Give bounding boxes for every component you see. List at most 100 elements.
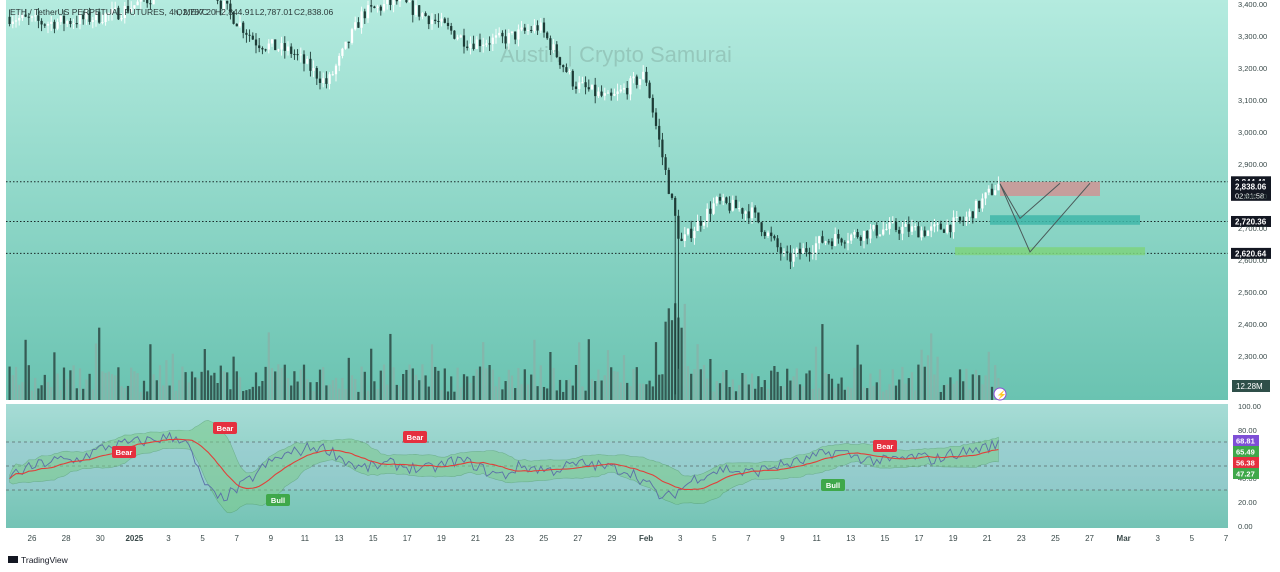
level-label: 2,620.64	[1235, 249, 1267, 258]
candle-body	[344, 41, 347, 49]
volume-bar	[344, 388, 347, 400]
volume-bar	[421, 364, 424, 400]
volume-bar	[725, 370, 728, 400]
candle-body	[888, 222, 891, 229]
volume-bar	[373, 381, 376, 400]
main-pane[interactable]	[6, 0, 1228, 400]
volume-bar	[482, 342, 485, 400]
candle-body	[66, 20, 69, 24]
time-axis[interactable]	[0, 528, 1280, 546]
candle-body	[632, 76, 635, 79]
volume-bar	[728, 386, 731, 400]
volume-bar	[18, 384, 21, 400]
candle-body	[891, 221, 894, 223]
volume-bar	[642, 383, 645, 400]
candle-body	[24, 14, 27, 17]
symbol-title[interactable]: ETH / TetherUS PERPETUAL FUTURES, 4h, ME…	[10, 7, 208, 17]
candle-body	[690, 228, 693, 239]
footer-brand[interactable]: TradingView	[21, 555, 69, 565]
candle-body	[629, 78, 632, 95]
candle-body	[965, 216, 968, 222]
candle-body	[754, 207, 757, 213]
candle-body	[27, 16, 30, 18]
volume-bar	[408, 364, 411, 400]
candle-body	[254, 39, 258, 46]
volume-bar	[613, 371, 616, 400]
candle-body	[498, 32, 501, 36]
price-tick-label: 3,100.00	[1238, 96, 1267, 105]
time-tick-label: 23	[505, 534, 514, 543]
volume-bar	[43, 374, 46, 400]
time-tick-label: 21	[471, 534, 480, 543]
volume-bar	[958, 369, 962, 400]
candle-body	[578, 82, 581, 89]
candle-body	[331, 74, 334, 76]
candle-body	[267, 43, 270, 50]
candle-body	[91, 20, 94, 22]
volume-bar	[341, 378, 344, 400]
price-tick-label: 3,200.00	[1238, 64, 1267, 73]
candle-body	[261, 48, 264, 50]
volume-label: 12.28M	[1236, 382, 1263, 391]
candle-body	[459, 35, 462, 38]
volume-bar	[8, 366, 11, 400]
candle-body	[430, 19, 434, 25]
volume-bar	[126, 385, 130, 400]
watermark: Austin | Crypto Samurai	[500, 42, 732, 67]
price-tick-label: 2,300.00	[1238, 352, 1267, 361]
candle-body	[507, 32, 510, 44]
volume-bar	[818, 388, 821, 400]
candle-body	[232, 12, 235, 24]
volume-bar	[850, 388, 853, 400]
volume-bar	[933, 374, 936, 400]
candle-body	[238, 22, 242, 27]
time-tick-label: Mar	[1117, 534, 1131, 543]
candle-body	[104, 13, 107, 23]
volume-bar	[754, 388, 757, 400]
resistance-zone	[1000, 181, 1100, 196]
time-tick-label: 25	[1051, 534, 1060, 543]
volume-bar	[587, 339, 590, 400]
volume-bar	[114, 375, 117, 400]
volume-bar	[110, 374, 114, 400]
time-tick-label: 28	[62, 534, 71, 543]
candle-body	[619, 89, 622, 92]
time-tick-label: 17	[915, 534, 924, 543]
bear-signal-text: Bear	[877, 442, 894, 451]
candle-body	[587, 87, 590, 90]
volume-bar	[14, 366, 18, 400]
volume-bar	[853, 367, 856, 400]
lightning-icon[interactable]: ⚡	[993, 387, 1007, 401]
candle-body	[520, 27, 523, 30]
candle-body	[290, 46, 293, 54]
volume-bar	[565, 380, 568, 400]
tradingview-logo-icon[interactable]	[8, 556, 18, 563]
volume-bar	[808, 370, 811, 400]
candle-body	[869, 229, 872, 239]
candle-body	[149, 3, 152, 5]
volume-bar	[590, 379, 594, 400]
candle-body	[309, 58, 312, 71]
bear-signal-label	[213, 422, 237, 434]
volume-bar	[168, 385, 171, 400]
volume-bar	[258, 386, 261, 400]
volume-bar	[350, 375, 354, 400]
level-label-box	[1231, 247, 1271, 259]
symbol-header[interactable]: ETH / TetherUS PERPETUAL FUTURES, 4h, ME…	[10, 7, 333, 17]
volume-bar	[514, 388, 517, 400]
candle-body	[130, 8, 133, 12]
rsi-tick-label: 0.00	[1238, 522, 1253, 531]
volume-bar	[866, 388, 869, 400]
candle-body	[482, 44, 485, 47]
candle-body	[478, 39, 482, 47]
candle-body	[72, 23, 75, 25]
candle-body	[514, 31, 517, 40]
candle-body	[357, 22, 360, 28]
candle-body	[827, 241, 830, 243]
volume-bar	[98, 327, 101, 400]
candle-body	[968, 211, 971, 217]
volume-bar	[174, 390, 178, 400]
volume-bar	[968, 389, 971, 400]
volume-bar	[946, 384, 949, 400]
